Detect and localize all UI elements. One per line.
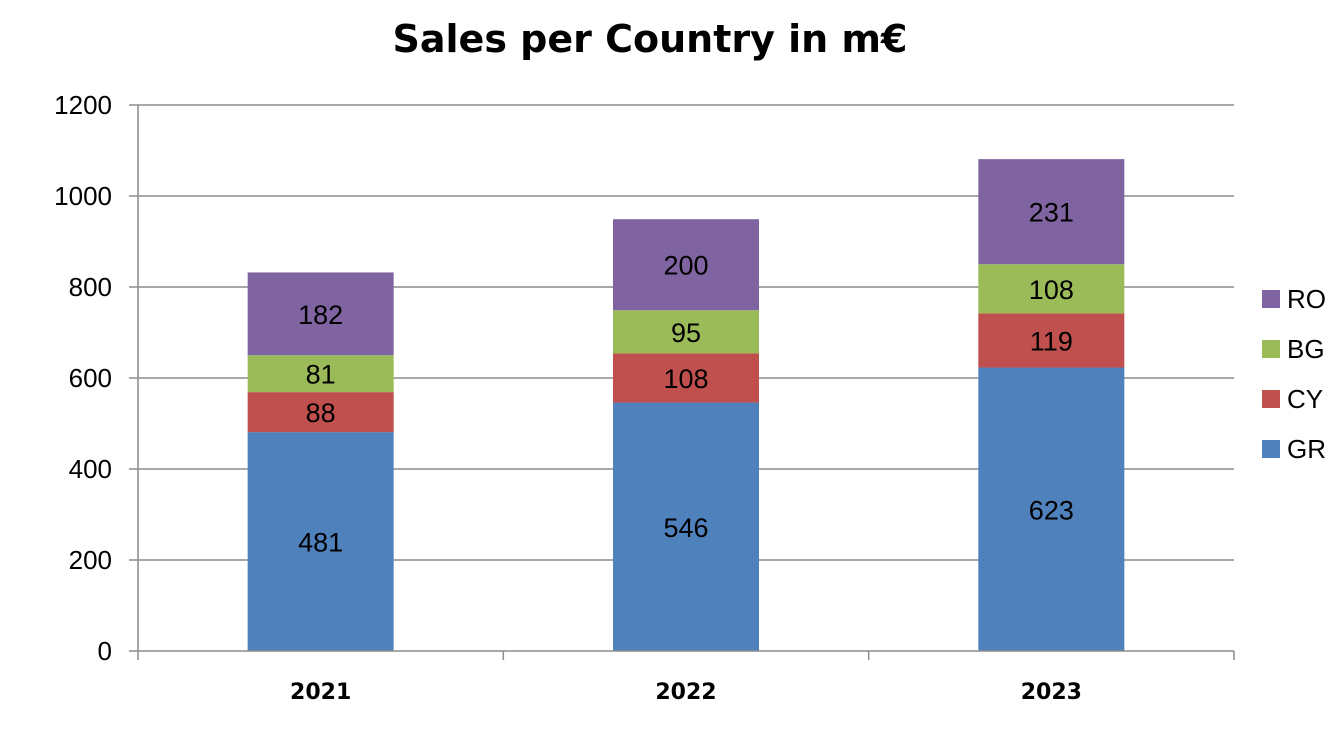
data-label-bg-2023: 108	[1029, 275, 1074, 305]
y-tick-label: 1000	[54, 181, 112, 211]
y-tick-label: 0	[98, 636, 112, 666]
data-label-ro-2022: 200	[663, 251, 708, 281]
legend-label-gr: GR	[1287, 434, 1326, 464]
legend-label-cy: CY	[1287, 384, 1323, 414]
y-tick-label: 800	[69, 272, 112, 302]
data-label-gr-2021: 481	[298, 528, 343, 558]
bar-segment-gr-2023	[978, 367, 1125, 651]
data-label-bg-2021: 81	[306, 360, 336, 390]
legend-swatch-ro	[1262, 290, 1280, 308]
data-label-gr-2022: 546	[663, 513, 708, 543]
y-tick-label: 1200	[54, 90, 112, 120]
data-label-ro-2021: 182	[298, 300, 343, 330]
bar-segment-gr-2021	[247, 432, 394, 651]
x-tick-label: 2022	[655, 680, 716, 705]
axes: 0 200 400 600 800 1000 1200 2021 2022 2023	[54, 90, 1235, 705]
bar-segment-ro-2022	[613, 219, 759, 311]
legend-swatch-cy	[1262, 390, 1280, 408]
bar-segment-bg-2021	[247, 355, 394, 393]
bar-segment-bg-2022	[613, 310, 759, 354]
chart-title: Sales per Country in m€	[393, 17, 908, 61]
data-label-cy-2022: 108	[663, 364, 708, 394]
bar-segment-gr-2022	[613, 402, 759, 651]
data-label-gr-2023: 623	[1029, 495, 1074, 525]
bar-segment-cy-2023	[978, 313, 1125, 368]
bar-segment-bg-2023	[978, 264, 1125, 314]
data-label-cy-2023: 119	[1030, 326, 1073, 356]
legend-swatch-gr	[1262, 440, 1280, 458]
data-label-ro-2023: 231	[1029, 198, 1074, 228]
bars: 481 88 81 182 546 108 95 200 623 119 108 231	[247, 159, 1125, 651]
bar-segment-cy-2022	[613, 353, 759, 403]
y-tick-label: 400	[69, 454, 112, 484]
legend-swatch-bg	[1262, 340, 1280, 358]
y-tick-label: 600	[69, 363, 112, 393]
bar-segment-ro-2023	[978, 159, 1125, 265]
data-label-cy-2021: 88	[306, 398, 336, 428]
data-label-bg-2022: 95	[671, 318, 701, 348]
legend: RO BG CY GR	[1262, 284, 1326, 464]
y-tick-label: 200	[69, 545, 112, 575]
legend-label-bg: BG	[1287, 334, 1325, 364]
x-tick-label: 2021	[290, 680, 351, 705]
x-tick-label: 2023	[1021, 680, 1082, 705]
legend-label-ro: RO	[1287, 284, 1326, 314]
bar-segment-cy-2021	[247, 392, 394, 433]
bar-segment-ro-2021	[247, 272, 394, 356]
